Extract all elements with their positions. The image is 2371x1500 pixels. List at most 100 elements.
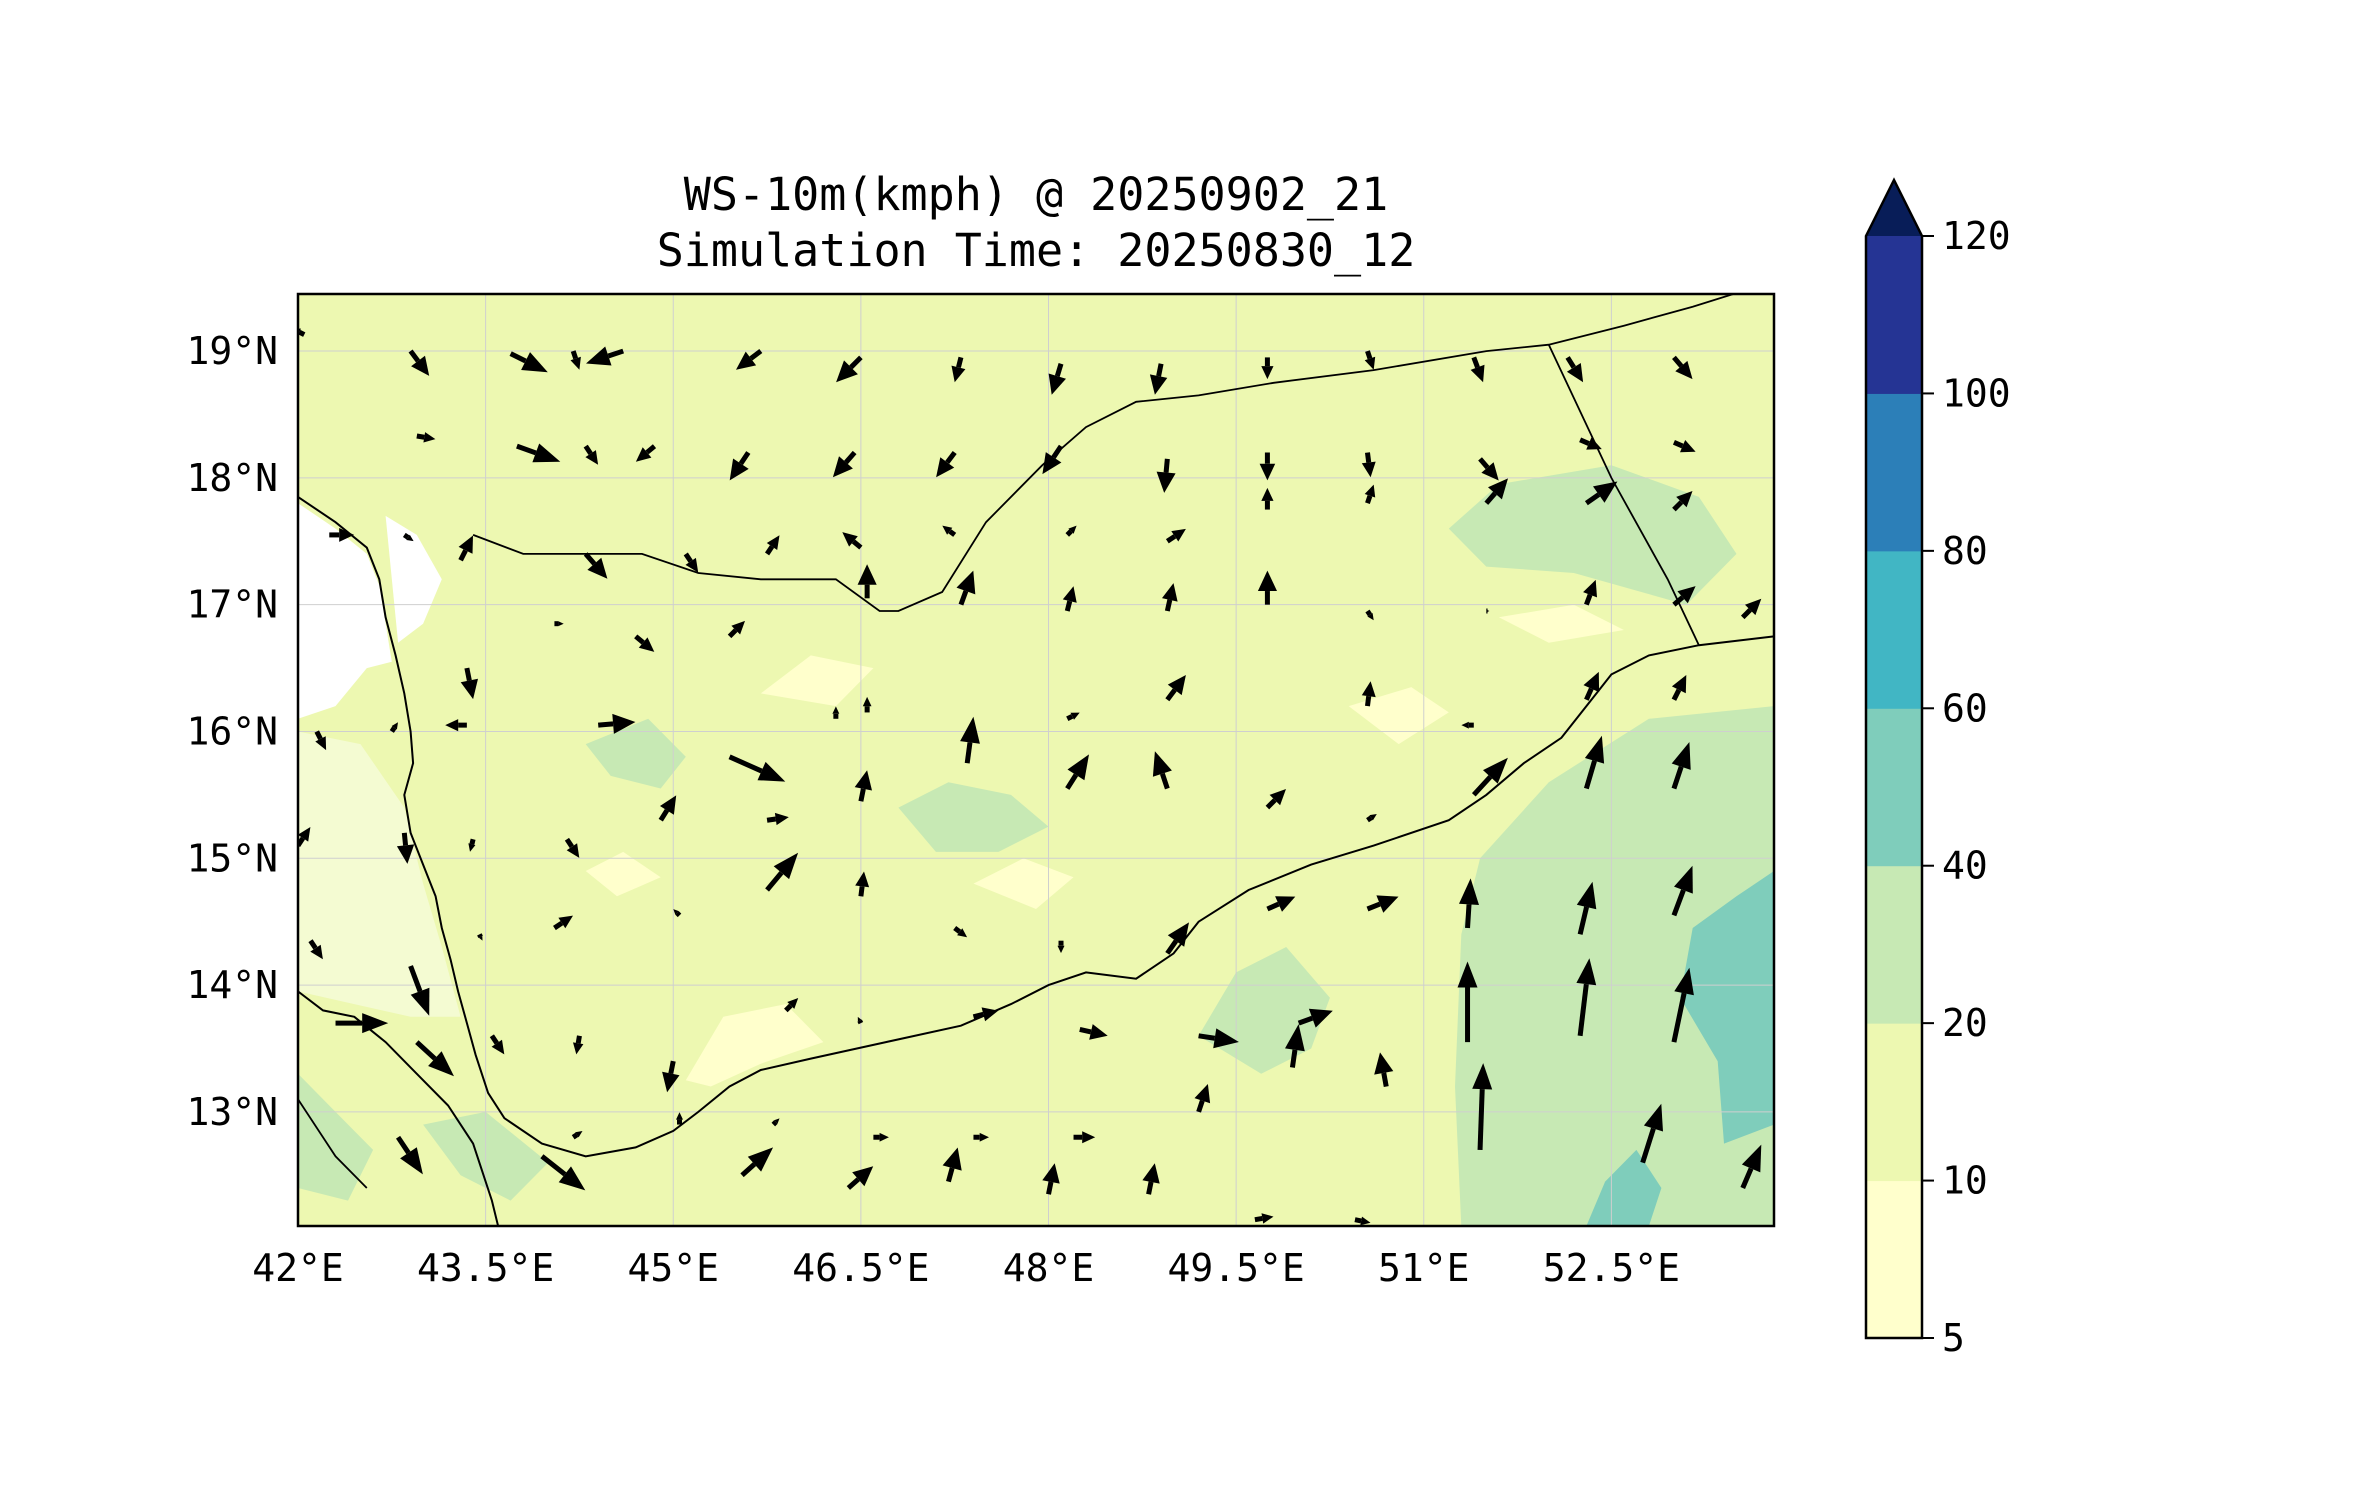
- wind-arrow: [516, 443, 561, 463]
- wind-arrow: [1671, 967, 1694, 1043]
- low-wind-region: [298, 731, 461, 1017]
- wind-arrow: [1366, 814, 1377, 823]
- wind-arrow: [408, 349, 430, 376]
- wind-speed-region: [1586, 1149, 1662, 1226]
- low-wind-region: [298, 655, 323, 719]
- wind-arrow: [408, 965, 430, 1016]
- wind-arrow: [1257, 570, 1277, 605]
- wind-arrow: [1065, 754, 1089, 790]
- country-border: [298, 1098, 368, 1189]
- wind-arrow: [571, 1131, 583, 1140]
- wind-arrow: [1366, 895, 1399, 913]
- wind-arrow: [634, 634, 655, 652]
- wind-arrow: [1297, 1008, 1333, 1028]
- wind-arrow: [942, 525, 957, 537]
- wind-arrow: [1583, 671, 1600, 701]
- wind-arrow: [1583, 735, 1605, 790]
- wind-arrow: [1254, 1213, 1274, 1224]
- wind-speed-region: [685, 1004, 824, 1087]
- wind-arrow: [683, 552, 699, 573]
- wind-speed-region: [585, 718, 686, 789]
- wind-arrow: [1065, 525, 1077, 537]
- wind-arrow: [308, 939, 323, 960]
- wind-arrow: [1156, 458, 1176, 493]
- colorbar-extend-arrow: [1866, 180, 1922, 236]
- wind-arrow: [727, 620, 745, 639]
- wind-arrow: [553, 915, 573, 931]
- wind-arrow: [832, 450, 857, 478]
- wind-arrow: [1461, 721, 1474, 729]
- colorbar-tick-label: 120: [1942, 214, 2011, 258]
- colorbar-segment: [1866, 865, 1922, 1024]
- wind-arrow: [942, 1147, 962, 1183]
- longitude-tick-label: 43.5°E: [417, 1246, 554, 1290]
- colorbar-segment: [1866, 550, 1922, 709]
- wind-arrow: [1486, 608, 1490, 614]
- colorbar-segment: [1866, 393, 1922, 552]
- latitude-tick-label: 13°N: [186, 1090, 278, 1134]
- longitude-tick-label: 51°E: [1378, 1246, 1470, 1290]
- colorbar-segments: [1864, 177, 1924, 1340]
- wind-arrow: [1484, 478, 1508, 505]
- wind-arrow: [1149, 363, 1168, 395]
- wind-arrow: [396, 832, 415, 864]
- wind-arrow: [736, 349, 763, 370]
- map-title-line-1: WS-10m(kmph) @ 20250902_21: [684, 168, 1388, 221]
- wind-arrow: [740, 1147, 774, 1178]
- wind-arrow: [1361, 452, 1376, 478]
- wind-speed-region: [1455, 706, 1774, 1226]
- colorbar-tick-label: 100: [1942, 371, 2011, 415]
- wind-arrow: [1042, 1163, 1060, 1195]
- wind-arrow: [951, 356, 966, 383]
- wind-arrow: [857, 564, 877, 599]
- wind-arrow: [564, 837, 580, 858]
- longitude-ticks: 42°E 43.5°E 45°E 46.5°E 48°E 49.5°E 51°E 52.5°E: [252, 1246, 1680, 1290]
- longitude-tick-label: 49.5°E: [1167, 1246, 1304, 1290]
- wind-arrow: [389, 722, 398, 733]
- wind-arrow: [1259, 452, 1276, 481]
- wind-arrow: [1354, 1216, 1371, 1226]
- wind-arrow: [314, 730, 327, 751]
- wind-arrow: [855, 871, 870, 897]
- wind-arrow: [1152, 751, 1172, 790]
- wind-arrow: [832, 706, 840, 719]
- wind-speed-fill-regions: [298, 465, 1774, 1226]
- wind-arrow: [764, 535, 780, 556]
- wind-arrow: [489, 1034, 505, 1055]
- wind-arrow: [1672, 440, 1696, 453]
- colorbar-tick-label: 60: [1942, 686, 1988, 730]
- wind-arrow: [1478, 457, 1499, 481]
- wind-arrow: [676, 1112, 683, 1125]
- wind-arrow: [960, 716, 980, 764]
- wind-arrow: [1472, 1063, 1493, 1151]
- wind-arrow: [1048, 363, 1066, 395]
- latitude-tick-label: 18°N: [186, 456, 278, 500]
- latitude-tick-label: 19°N: [186, 329, 278, 373]
- wind-vector-arrows: [298, 328, 1762, 1226]
- wind-arrow: [1285, 1024, 1305, 1068]
- wind-arrow: [1165, 675, 1186, 702]
- wind-arrow: [1672, 491, 1693, 512]
- latitude-tick-label: 15°N: [186, 836, 278, 880]
- country-border: [472, 294, 1737, 612]
- map-frame: [296, 292, 1776, 1228]
- wind-arrow: [1457, 961, 1478, 1043]
- colorbar-tick-label: 10: [1942, 1159, 1988, 1203]
- colorbar-segment: [1866, 1023, 1922, 1182]
- wind-arrow: [583, 552, 608, 579]
- wind-arrow: [1740, 598, 1762, 620]
- country-border: [1547, 344, 1700, 646]
- wind-arrow: [586, 346, 625, 366]
- longitude-tick-label: 52.5°E: [1543, 1246, 1680, 1290]
- african-coastline: [298, 990, 500, 1226]
- wind-arrow: [1671, 675, 1687, 701]
- wind-arrow: [728, 754, 786, 782]
- wind-arrow: [1066, 712, 1080, 722]
- wind-arrow: [854, 770, 872, 802]
- wind-arrow: [673, 909, 682, 918]
- wind-arrow: [1266, 896, 1296, 912]
- wind-arrow: [1565, 356, 1584, 383]
- wind-arrow: [1576, 881, 1597, 935]
- wind-arrow: [1374, 1052, 1394, 1087]
